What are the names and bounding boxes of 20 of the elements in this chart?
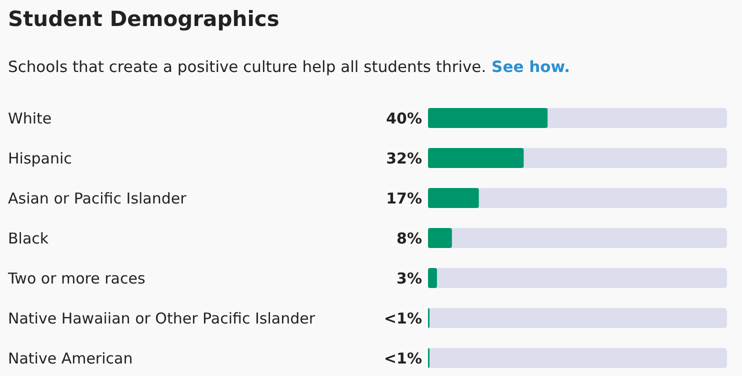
y-tick-label: Native American — [8, 349, 133, 368]
bar — [428, 188, 479, 208]
text: Schools that create a positive culture help all students thrive. — [8, 58, 486, 76]
data-label: 32% — [386, 149, 422, 168]
text: Student Demographics — [8, 7, 280, 31]
y-tick-label: Asian or Pacific Islander — [8, 189, 188, 208]
data-label: <1% — [384, 309, 422, 328]
data-label: 8% — [396, 229, 422, 248]
bar — [428, 268, 437, 288]
y-tick-label: Two or more races — [7, 269, 146, 288]
y-tick-label: Black — [8, 229, 49, 248]
data-label: 17% — [386, 189, 422, 208]
data-label: 40% — [386, 109, 422, 128]
y-tick-label: Hispanic — [8, 149, 72, 168]
bar — [428, 228, 452, 248]
data-label: 3% — [396, 269, 422, 288]
y-tick-label: White — [8, 109, 52, 128]
data-label: <1% — [384, 349, 422, 368]
y-tick-label: Native Hawaiian or Other Pacific Islander — [8, 309, 316, 328]
text: See how. — [486, 58, 570, 76]
